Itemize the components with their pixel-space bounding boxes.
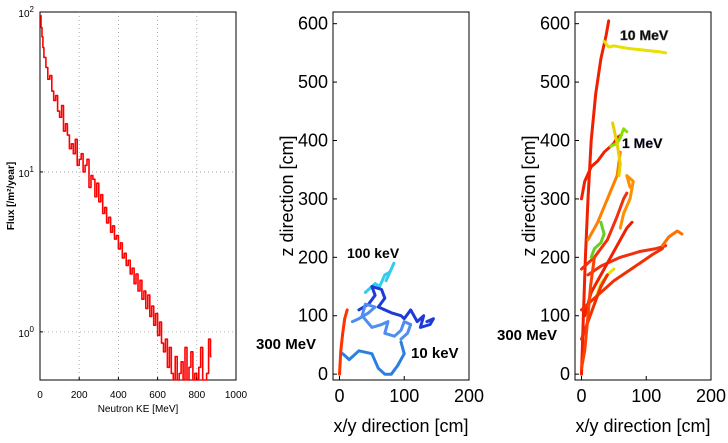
high-energy-x-tick-label: 100: [631, 386, 661, 406]
high-energy-y-axis-label: z direction [cm]: [519, 135, 539, 256]
low-energy-y-tick-label: 0: [318, 364, 328, 384]
low-energy-y-tick-label: 300: [298, 189, 328, 209]
spectrum-x-tick-label: 800: [188, 390, 205, 401]
low-energy-y-tick-label: 500: [298, 72, 328, 92]
low-energy-track-line: [341, 340, 406, 376]
spectrum-x-axis-label: Neutron KE [MeV]: [98, 404, 179, 415]
spectrum-x-tick-label: 200: [71, 390, 88, 401]
low-energy-y-ticks: 0 100 200 300 400 500 600: [298, 14, 337, 384]
spectrum-y-tick-label: 100: [18, 325, 34, 340]
low-energy-track-line: [363, 261, 396, 294]
annotation-100-kev: 100 keV: [347, 245, 400, 261]
high-energy-x-tick-label: 200: [696, 386, 726, 406]
high-energy-track-line: [611, 121, 622, 178]
spectrum-x-tick-label: 0: [37, 390, 43, 401]
high-energy-track-line: [580, 191, 629, 271]
spectrum-plot: 0 200 400 600 800 1000 100 101 102 Neutron KE […: [6, 5, 248, 415]
spectrum-x-tick-label: 400: [110, 390, 127, 401]
low-energy-y-tick-label: 200: [298, 247, 328, 267]
spectrum-grid: [40, 12, 236, 380]
high-energy-track-line: [609, 127, 629, 148]
spectrum-plot-frame: [39, 11, 237, 381]
low-energy-y-axis-label: z direction [cm]: [277, 135, 297, 256]
annotation-10-mev: 10 MeV: [620, 27, 669, 43]
high-energy-track-line: [660, 229, 684, 248]
spectrum-x-tick-label: 600: [149, 390, 166, 401]
high-energy-track-line: [618, 174, 635, 230]
annotation-1-mev: 1 MeV: [622, 135, 663, 151]
high-energy-y-tick-label: 400: [540, 131, 570, 151]
high-energy-x-ticks: 0 100 200: [576, 376, 726, 406]
high-energy-track-line: [580, 247, 664, 312]
low-energy-track-line: [350, 302, 413, 341]
spectrum-y-axis-label: Flux [/m²/year]: [6, 162, 17, 230]
low-energy-plot-frame: [332, 11, 470, 381]
low-energy-y-tick-label: 100: [298, 306, 328, 326]
spectrum-x-tick-label: 1000: [225, 390, 248, 401]
high-energy-tracks-plot: 0 100 200 0 100 200 300 400 500 600 x/y directio…: [497, 11, 726, 436]
high-energy-tracks: [580, 19, 684, 376]
spectrum-y-tick-label: 101: [18, 165, 34, 180]
high-energy-x-tick-label: 0: [576, 386, 586, 406]
high-energy-y-tick-label: 300: [540, 189, 570, 209]
annotation-10-kev: 10 keV: [411, 345, 459, 362]
low-energy-y-tick-label: 400: [298, 131, 328, 151]
high-energy-plot-frame: [574, 11, 712, 381]
low-energy-x-tick-label: 200: [454, 386, 484, 406]
low-energy-y-tick-label: 600: [298, 14, 328, 34]
high-energy-x-axis-label: x/y direction [cm]: [575, 416, 710, 436]
high-energy-y-tick-label: 500: [540, 72, 570, 92]
high-energy-y-tick-label: 600: [540, 14, 570, 34]
low-energy-x-axis-label: x/y direction [cm]: [333, 416, 468, 436]
spectrum-y-ticks: 100 101 102: [18, 5, 43, 340]
low-energy-tracks-plot: 0 100 200 0 100 200 300 400 500 600 x/y directio…: [256, 11, 484, 436]
high-energy-track-line: [580, 255, 596, 370]
spectrum-y-tick-label: 102: [18, 5, 34, 20]
high-energy-track-line: [589, 220, 606, 259]
high-energy-track-line: [602, 39, 668, 55]
low-energy-track-line: [357, 285, 435, 329]
low-energy-x-tick-label: 0: [334, 386, 344, 406]
high-energy-track-line: [580, 19, 611, 376]
high-energy-track-line: [586, 150, 622, 242]
annotation-300-mev-right: 300 MeV: [497, 327, 557, 344]
low-energy-x-ticks: 0 100 200: [334, 376, 484, 406]
spectrum-line: [40, 14, 212, 381]
high-energy-y-tick-label: 200: [540, 247, 570, 267]
low-energy-x-tick-label: 100: [389, 386, 419, 406]
high-energy-y-tick-label: 0: [560, 364, 570, 384]
low-energy-track-line: [338, 308, 349, 376]
high-energy-y-tick-label: 100: [540, 306, 570, 326]
low-energy-tracks: [338, 261, 435, 376]
annotation-300-mev: 300 MeV: [256, 336, 316, 353]
spectrum-x-ticks: 0 200 400 600 800 1000: [37, 377, 248, 401]
spectrum-series: [40, 14, 212, 381]
high-energy-y-ticks: 0 100 200 300 400 500 600: [540, 14, 579, 384]
